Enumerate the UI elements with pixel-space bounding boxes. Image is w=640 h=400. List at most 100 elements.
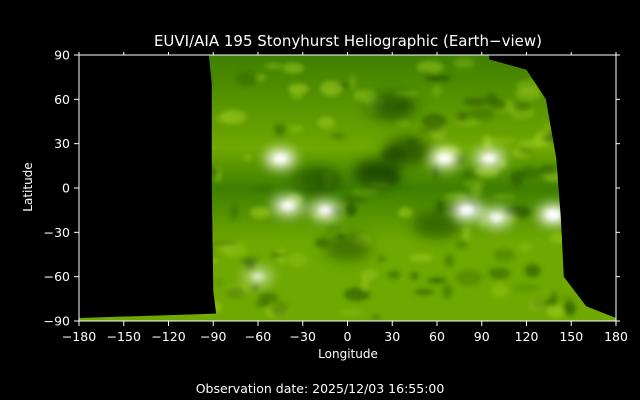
texture-mark — [431, 85, 443, 98]
y-tick-label: 60 — [54, 92, 70, 107]
y-tick-label: −30 — [44, 225, 70, 240]
texture-mark — [220, 109, 247, 125]
x-tick-label: −30 — [290, 329, 316, 344]
dark-region — [383, 137, 432, 166]
texture-mark — [518, 140, 544, 148]
texture-mark — [443, 193, 468, 200]
texture-mark — [239, 256, 260, 264]
texture-mark — [562, 296, 576, 301]
bright-region-core — [547, 210, 560, 219]
dark-region — [353, 159, 402, 188]
texture-mark — [341, 195, 366, 203]
texture-mark — [387, 270, 401, 280]
texture-mark — [418, 127, 445, 134]
dark-region — [368, 92, 417, 121]
dark-region — [293, 166, 342, 195]
bright-region-core — [438, 154, 451, 163]
texture-mark — [360, 269, 378, 281]
x-tick-label: 60 — [429, 329, 445, 344]
texture-mark — [230, 204, 239, 221]
x-tick-label: −60 — [245, 329, 271, 344]
bright-region-core — [319, 206, 332, 215]
x-axis-label: Longitude — [318, 347, 378, 361]
texture-mark — [255, 301, 270, 307]
texture-mark — [474, 165, 500, 178]
texture-mark — [529, 297, 545, 312]
texture-mark — [212, 240, 238, 247]
texture-mark — [317, 116, 336, 129]
texture-mark — [489, 136, 516, 145]
texture-mark — [453, 57, 475, 69]
texture-mark — [454, 119, 480, 126]
texture-mark — [372, 315, 381, 321]
texture-mark — [416, 60, 444, 74]
texture-mark — [287, 253, 308, 267]
texture-mark — [461, 226, 471, 241]
bright-region-core — [274, 154, 287, 163]
bright-region-cores — [252, 154, 560, 281]
x-tick-label: 0 — [344, 329, 352, 344]
texture-mark — [515, 87, 543, 101]
dark-region — [413, 210, 461, 239]
texture-mark — [395, 117, 410, 128]
texture-mark — [257, 74, 266, 81]
texture-mark — [274, 124, 286, 136]
texture-mark — [414, 288, 434, 296]
x-tick-label: −120 — [151, 329, 185, 344]
chart-title: EUVI/AIA 195 Stonyhurst Heliographic (Ea… — [154, 32, 542, 50]
texture-mark — [250, 206, 271, 219]
y-tick-label: −90 — [44, 314, 70, 329]
texture-mark — [546, 305, 566, 318]
dark-region — [323, 233, 372, 262]
texture-mark — [491, 194, 517, 199]
texture-mark — [349, 73, 356, 90]
texture-mark — [338, 309, 364, 316]
texture-mark — [524, 263, 541, 278]
x-tick-label: −180 — [62, 329, 96, 344]
texture-mark — [258, 292, 279, 304]
y-tick-label: 90 — [54, 48, 70, 63]
texture-mark — [226, 286, 246, 299]
x-tick-label: −150 — [107, 329, 141, 344]
texture-mark — [421, 114, 447, 129]
texture-mark — [455, 270, 483, 286]
texture-mark — [352, 187, 380, 196]
texture-mark — [398, 207, 414, 219]
texture-mark — [435, 200, 446, 214]
texture-mark — [455, 239, 469, 249]
x-tick-label: −90 — [200, 329, 226, 344]
texture-mark — [544, 298, 555, 307]
texture-mark — [512, 101, 532, 112]
texture-mark — [517, 243, 533, 253]
bright-region-core — [252, 272, 264, 281]
texture-mark — [215, 280, 224, 286]
texture-mark — [562, 301, 576, 316]
texture-mark — [378, 256, 386, 262]
texture-mark — [243, 153, 252, 162]
x-tick-label: 90 — [474, 329, 490, 344]
texture-mark — [463, 97, 487, 107]
bright-region-core — [483, 154, 496, 163]
x-tick-label: 120 — [515, 329, 539, 344]
texture-mark — [463, 178, 485, 191]
y-tick-label: 0 — [62, 181, 70, 196]
texture-mark — [270, 301, 289, 318]
texture-mark — [325, 225, 346, 232]
x-tick-label: 180 — [604, 329, 628, 344]
plot-area — [78, 54, 617, 322]
texture-mark — [520, 166, 540, 180]
x-tick-label: 30 — [384, 329, 400, 344]
y-axis-ticks: 90 60 30 0 −30 −60 −90 — [44, 48, 620, 329]
texture-mark — [513, 285, 540, 290]
y-axis-label: Latitude — [21, 162, 35, 211]
bright-region-core — [460, 206, 473, 215]
texture-mark — [490, 99, 507, 111]
texture-mark — [510, 170, 525, 186]
texture-mark — [409, 253, 434, 262]
texture-mark — [264, 63, 283, 69]
texture-mark — [541, 133, 556, 143]
texture-mark — [287, 83, 309, 94]
x-axis-ticks: −180 −150 −120 −90 −60 −30 0 30 60 90 120 150 180 — [62, 52, 628, 344]
texture-mark — [425, 75, 452, 82]
texture-mark — [289, 125, 304, 133]
